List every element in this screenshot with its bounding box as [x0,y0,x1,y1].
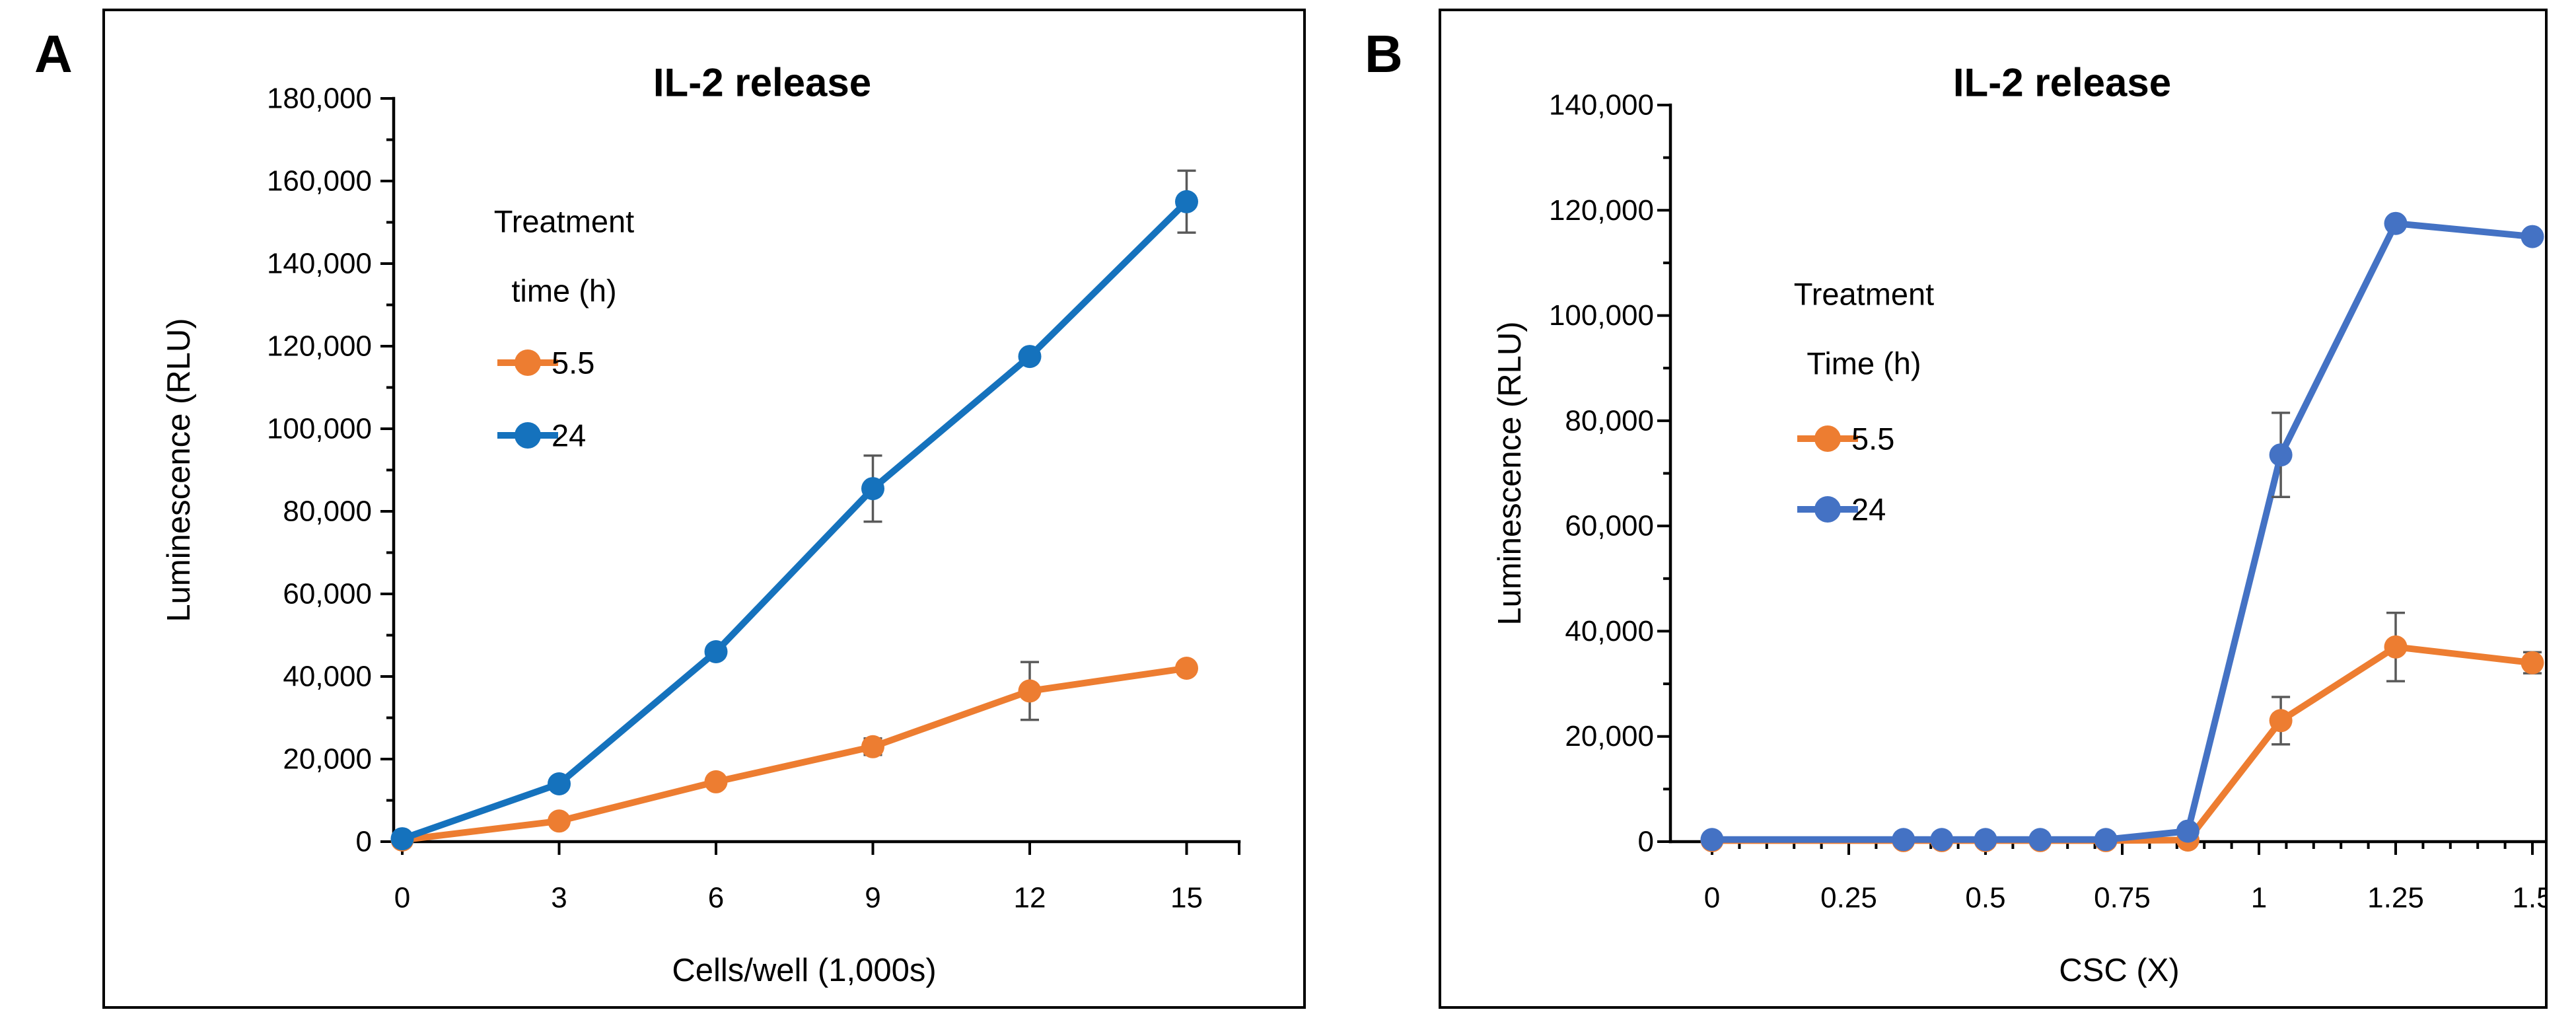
data-point-marker [1974,828,1997,852]
x-axis-labels: 0 3 6 9 12 15 [394,882,1203,914]
x-axis-title: CSC (X) [2059,953,2179,988]
svg-text:60,000: 60,000 [1565,510,1654,542]
svg-text:80,000: 80,000 [1565,404,1654,437]
series-24 [390,169,1198,851]
axes [1668,103,2545,844]
legend-marker-dot [515,422,541,449]
legend-item-5.5: 5.5 [1797,421,1894,456]
panel-b: IL-2 release 0 20,000 40,000 60,000 80,000 100… [1439,9,2548,1009]
legend-item-24: 24 [1797,492,1886,527]
data-point-marker [548,809,571,833]
svg-text:9: 9 [865,882,880,914]
svg-text:0: 0 [1638,826,1654,858]
svg-text:100,000: 100,000 [267,413,372,445]
svg-text:180,000: 180,000 [267,83,372,115]
data-point-marker [704,640,728,663]
legend-item-5.5: 5.5 [497,346,594,381]
svg-text:80,000: 80,000 [283,495,372,528]
data-point-marker [861,477,884,501]
svg-text:1.5: 1.5 [2512,882,2545,914]
svg-text:120,000: 120,000 [267,330,372,363]
legend-marker-dot [1814,425,1841,452]
legend-item-label: 5.5 [552,346,594,381]
svg-text:0.75: 0.75 [2094,882,2151,914]
svg-text:40,000: 40,000 [1565,615,1654,647]
data-point-marker [2094,828,2118,852]
legend-title: Treatment [494,204,634,239]
legend: Treatment Time (h) 5.5 24 [1794,277,1934,527]
chart-title: IL-2 release [1953,61,2171,105]
svg-text:15: 15 [1170,882,1203,914]
svg-text:1: 1 [2251,882,2267,914]
data-point-marker [2384,211,2408,235]
chart-b-svg: IL-2 release020,00040,00060,00080,000100… [1492,61,2545,988]
data-point-marker [390,827,414,851]
data-point-marker [1930,828,1954,852]
legend-item-label: 24 [552,418,586,453]
legend-marker-dot [515,349,541,376]
svg-text:60,000: 60,000 [283,578,372,610]
svg-text:20,000: 20,000 [1565,720,1654,752]
y-axis-ticks [1657,104,1670,843]
chart-a-svg: IL-2 release 0 20,000 40,000 60,000 80,000 100… [161,61,1241,988]
chart-title: IL-2 release [653,61,871,105]
data-point-marker [1700,828,1724,852]
data-point-marker [2521,225,2544,248]
data-point-marker [1175,657,1198,680]
svg-text:0.5: 0.5 [1965,882,2005,914]
data-point-marker [2269,443,2293,467]
svg-text:120,000: 120,000 [1549,194,1654,227]
x-axis-ticks [401,842,1240,855]
data-point-marker [2176,819,2200,843]
svg-text:140,000: 140,000 [267,248,372,280]
svg-text:3: 3 [551,882,567,914]
svg-text:0: 0 [394,882,410,914]
y-axis-title: Luminescence (RLU) [1492,321,1528,625]
svg-text:6: 6 [708,882,724,914]
data-point-marker [861,735,884,758]
legend-marker-dot [1814,496,1841,523]
svg-text:160,000: 160,000 [267,165,372,198]
svg-text:0: 0 [356,826,372,858]
svg-text:40,000: 40,000 [283,661,372,693]
data-point-marker [548,772,571,795]
legend-title: Treatment [1794,277,1934,312]
data-point-marker [2521,651,2544,675]
svg-text:0.25: 0.25 [1820,882,1877,914]
data-point-marker [1175,190,1198,213]
y-axis-labels: 0 20,000 40,000 60,000 80,000 100,000 120,000 1… [1549,89,1654,858]
svg-text:140,000: 140,000 [1549,89,1654,122]
svg-text:20,000: 20,000 [283,743,372,776]
data-point-marker [2384,635,2408,659]
legend-item-24: 24 [497,418,586,453]
svg-text:100,000: 100,000 [1549,299,1654,332]
data-point-marker [1892,828,1915,852]
y-axis-title: Luminescence (RLU) [161,318,197,622]
legend-item-label: 24 [1851,492,1886,527]
series-5.5 [390,657,1198,852]
data-point-marker [2028,828,2052,852]
panel-label-a: A [34,24,73,83]
data-point-marker [1018,345,1042,369]
legend-title: time (h) [511,274,616,309]
panel-a: IL-2 release 0 20,000 40,000 60,000 80,000 100… [102,9,1306,1009]
panel-label-b: B [1365,24,1403,83]
legend-title: Time (h) [1807,346,1921,381]
svg-text:0: 0 [1704,882,1720,914]
svg-text:1.25: 1.25 [2367,882,2424,914]
x-axis-title: Cells/well (1,000s) [672,953,936,988]
svg-text:12: 12 [1014,882,1046,914]
y-axis-ticks [380,97,394,843]
y-axis-labels: 0 20,000 40,000 60,000 80,000 100,000 120,000 1… [267,83,372,858]
data-point-marker [2269,709,2293,733]
legend-item-label: 5.5 [1851,421,1894,456]
series-5.5 [1700,611,2544,852]
x-axis-labels: 0 0.25 0.5 0.75 1 1.25 1.5 [1704,882,2545,914]
series-24 [1700,211,2544,852]
legend: Treatment time (h) 5.5 24 [494,204,634,453]
data-point-marker [1018,679,1042,703]
data-point-marker [704,770,728,793]
